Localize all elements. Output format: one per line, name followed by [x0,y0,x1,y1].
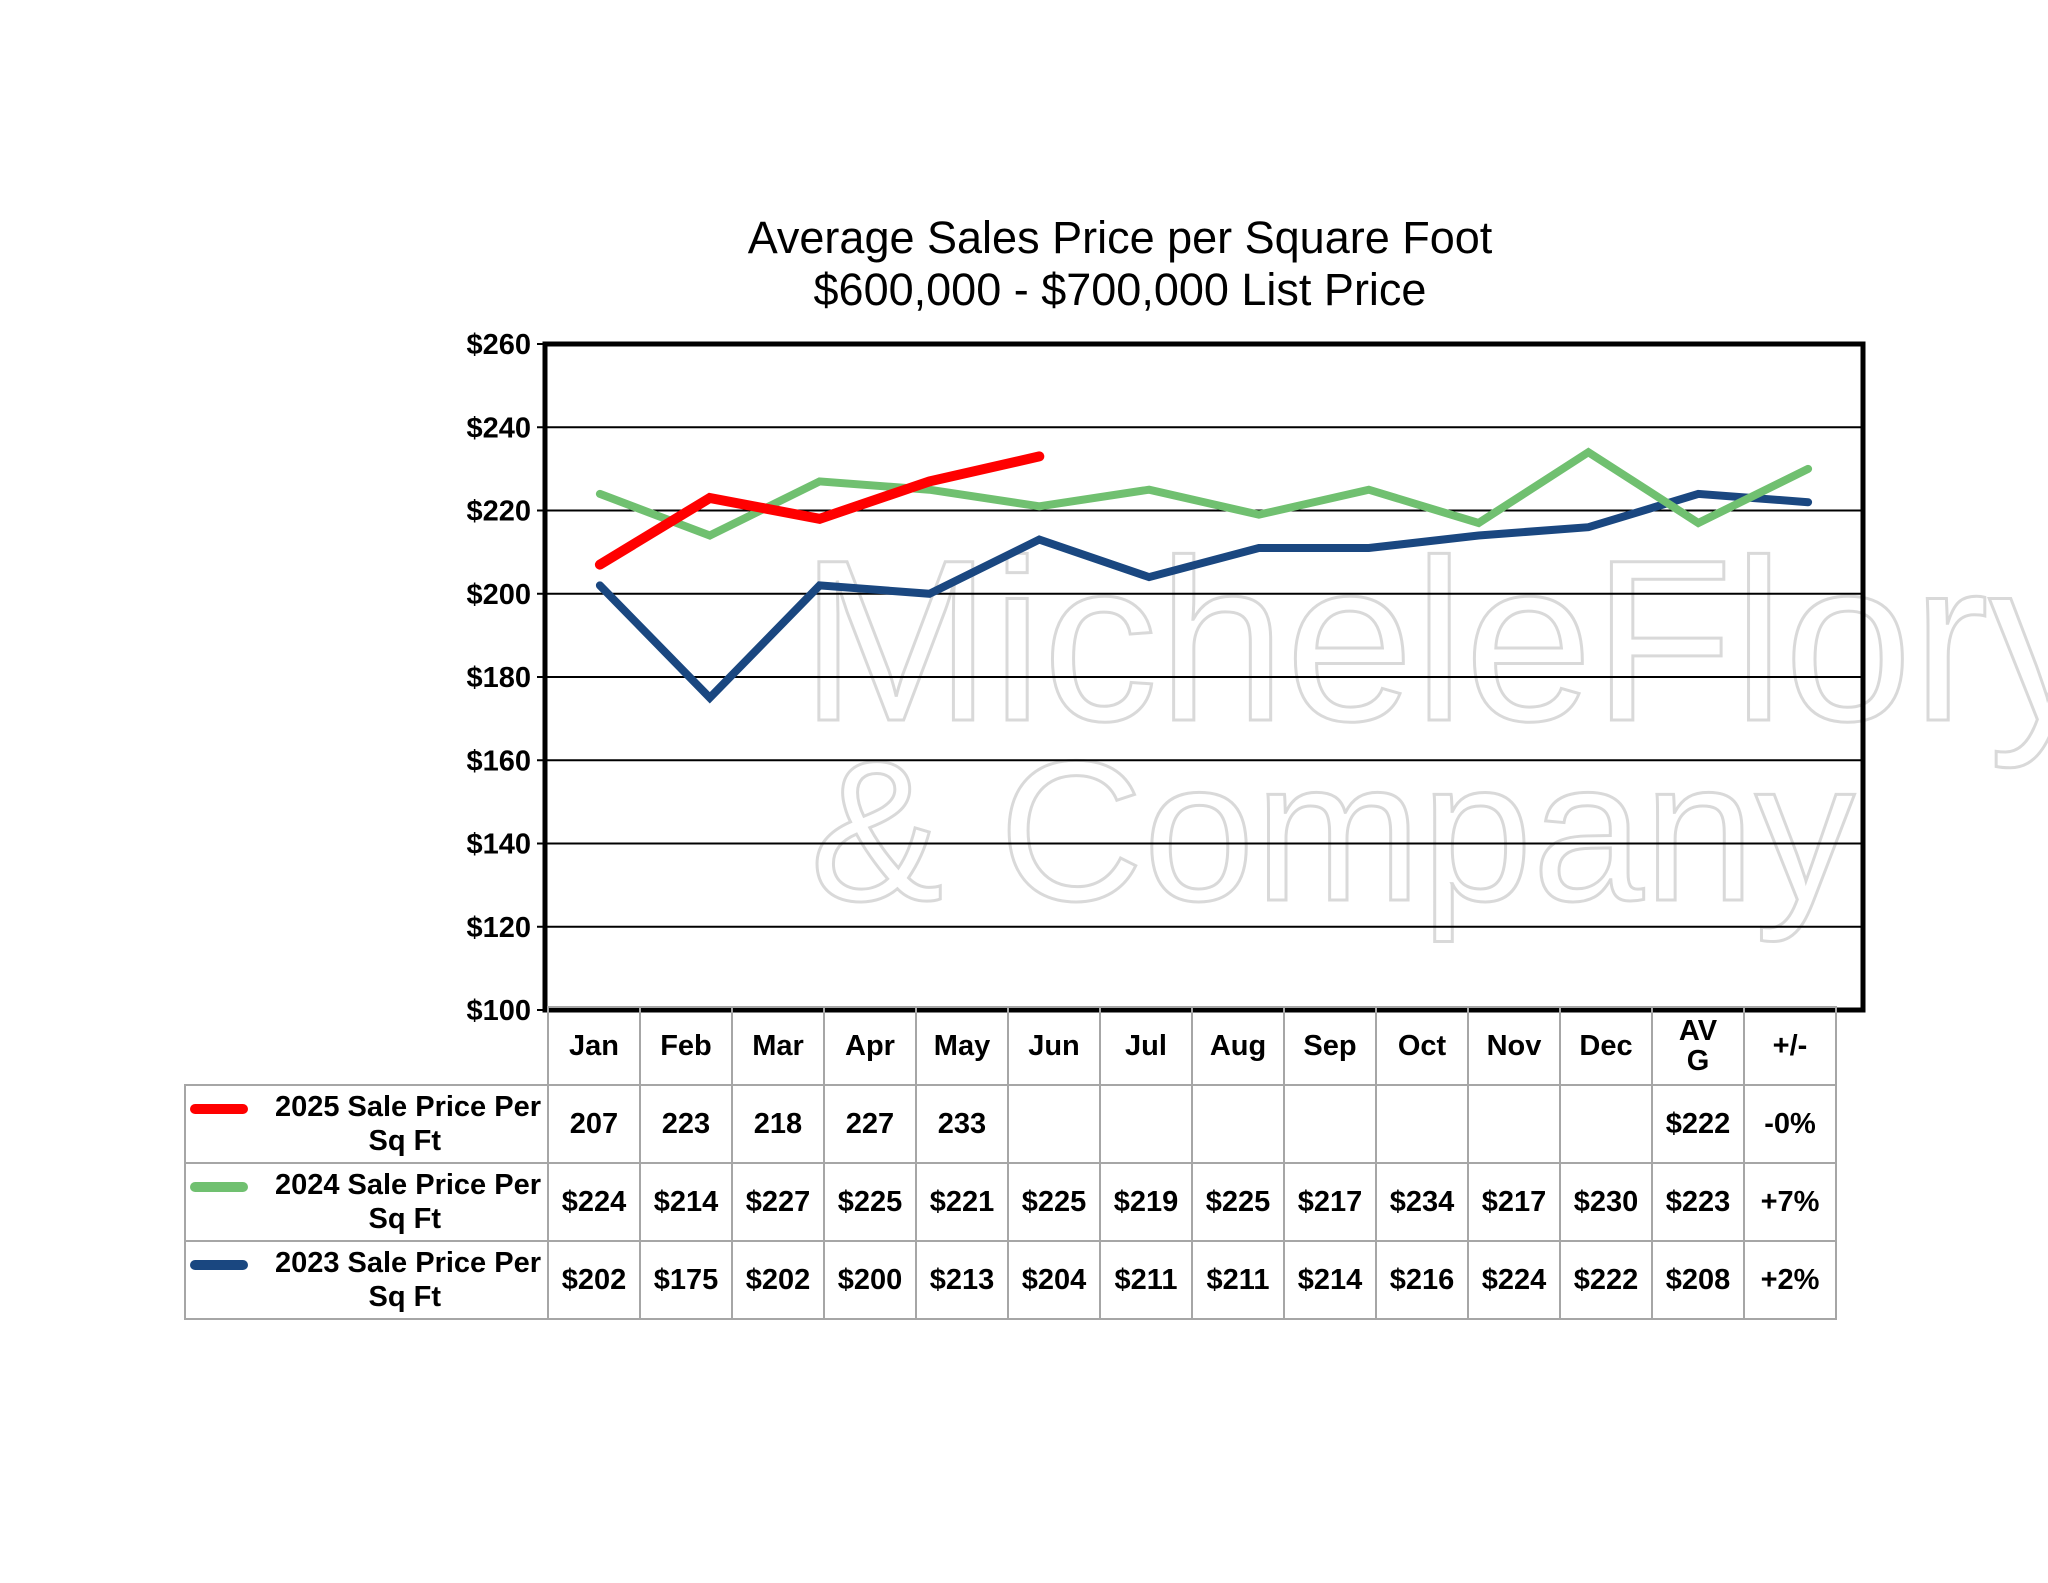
table-change-header: +/- [1743,1006,1837,1086]
y-tick-label: $260 [466,329,531,361]
table-month-header: Mar [731,1006,825,1086]
table-cell: $211 [1099,1240,1193,1320]
table-cell: 233 [915,1084,1009,1164]
table-cell [1191,1084,1285,1164]
table-cell: $221 [915,1162,1009,1242]
table-header-row: Jan Feb Mar Apr May Jun Jul Aug Sep Oct Nov Dec AV G +… [185,1006,1837,1086]
series-line [595,489,1813,704]
table-cell: $214 [639,1162,733,1242]
data-table: Jan Feb Mar Apr May Jun Jul Aug Sep Oct Nov Dec AV G +… [184,1006,1837,1320]
series-row-label: 2025 Sale Price Per Sq Ft [184,1084,549,1164]
table-cell: $175 [639,1240,733,1320]
y-tick-label: $180 [466,662,531,694]
table-cell: $200 [823,1240,917,1320]
series-row-label: 2024 Sale Price Per Sq Ft [184,1162,549,1242]
table-month-header: Jul [1099,1006,1193,1086]
series-line [595,447,1813,540]
series-row-label: 2023 Sale Price Per Sq Ft [184,1240,549,1320]
chart-title: Average Sales Price per Square Foot [747,212,1493,263]
table-cell: $230 [1559,1162,1653,1242]
table-month-header: Sep [1283,1006,1377,1086]
table-cell: +2% [1743,1240,1837,1320]
table-cell: $217 [1467,1162,1561,1242]
table-cell [1099,1084,1193,1164]
table-month-header: Aug [1191,1006,1285,1086]
y-tick-label: $200 [466,579,531,611]
table-month-header: Nov [1467,1006,1561,1086]
y-tick-label: $240 [466,412,531,444]
table-month-header: Jun [1007,1006,1101,1086]
y-tick-label: $100 [466,995,531,1027]
table-cell: $234 [1375,1162,1469,1242]
table-cell: $224 [1467,1240,1561,1320]
y-tick-label: $120 [466,912,531,944]
table-cell: $225 [823,1162,917,1242]
table-cell: $208 [1651,1240,1745,1320]
table-row: 2023 Sale Price Per Sq Ft $202 $175 $202 $200… [184,1240,1837,1320]
table-cell: $227 [731,1162,825,1242]
table-cell: $204 [1007,1240,1101,1320]
table-cell: $222 [1559,1240,1653,1320]
y-tick-label: $220 [466,496,531,528]
table-cell: 223 [639,1084,733,1164]
table-cell: 207 [547,1084,641,1164]
table-row: 2024 Sale Price Per Sq Ft $224 $214 $227 $225… [184,1162,1837,1242]
table-cell: $224 [547,1162,641,1242]
y-tick-label: $140 [466,829,531,861]
legend-swatch [190,1182,248,1192]
table-month-header: Feb [639,1006,733,1086]
table-cell [1559,1084,1653,1164]
table-cell: $222 [1651,1084,1745,1164]
table-cell: $211 [1191,1240,1285,1320]
table-cell: $223 [1651,1162,1745,1242]
table-cell [1467,1084,1561,1164]
chart-subtitle: $600,000 - $700,000 List Price [813,264,1427,315]
table-cell: $225 [1007,1162,1101,1242]
table-cell [1283,1084,1377,1164]
table-row: 2025 Sale Price Per Sq Ft 207 223 218 227 233 $… [184,1084,1837,1164]
table-cell: $217 [1283,1162,1377,1242]
legend-swatch [190,1104,248,1114]
table-month-header: Dec [1559,1006,1653,1086]
table-cell: 218 [731,1084,825,1164]
table-cell: $219 [1099,1162,1193,1242]
watermark-line2: & Company [810,720,1855,943]
series-line [594,451,1045,570]
table-cell: $202 [547,1240,641,1320]
table-cell: 227 [823,1084,917,1164]
table-corner [185,1007,548,1085]
y-axis-tick-labels: $100 $120 $140 $160 $180 $200 $220 $240 $260 [466,329,531,1027]
table-month-header: Apr [823,1006,917,1086]
table-month-header: May [915,1006,1009,1086]
table-cell: +7% [1743,1162,1837,1242]
legend-swatch [190,1260,248,1270]
table-month-header: Jan [547,1006,641,1086]
table-cell: $216 [1375,1240,1469,1320]
table-cell: $225 [1191,1162,1285,1242]
table-cell: -0% [1743,1084,1837,1164]
table-cell [1007,1084,1101,1164]
table-avg-header: AV G [1651,1006,1745,1086]
table-cell: $213 [915,1240,1009,1320]
table-cell [1375,1084,1469,1164]
series-lines [594,447,1813,704]
y-tick-label: $160 [466,745,531,777]
table-cell: $214 [1283,1240,1377,1320]
table-month-header: Oct [1375,1006,1469,1086]
table-cell: $202 [731,1240,825,1320]
